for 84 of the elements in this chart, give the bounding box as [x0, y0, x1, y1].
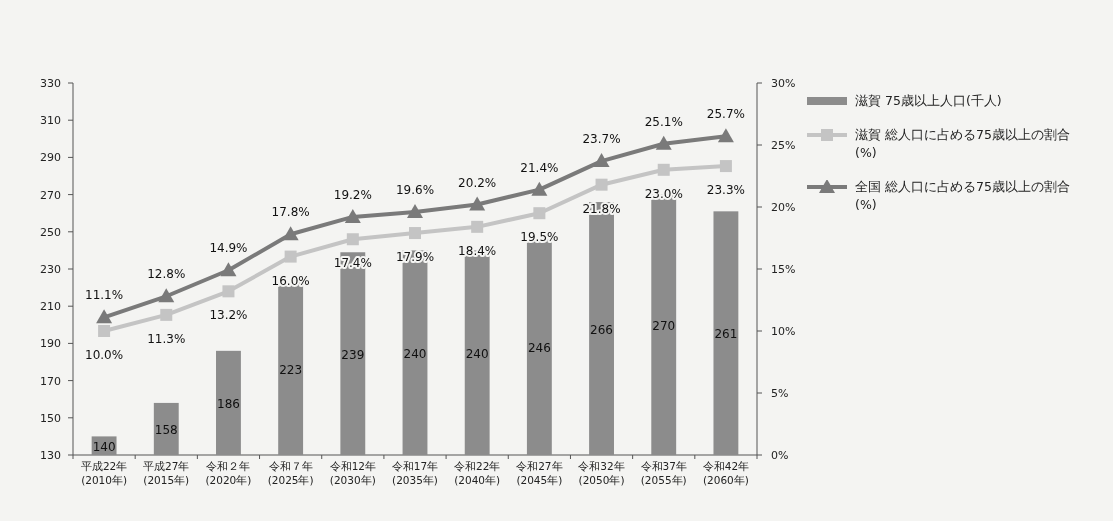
x-tick-label: 令和17年 (2035年) [391, 460, 439, 486]
point [657, 163, 670, 176]
point [344, 208, 361, 223]
y-tick-label: 130 [40, 449, 61, 462]
point [719, 160, 732, 173]
data-label: 23.3% [706, 183, 745, 198]
legend-label: 滋賀 75歳以上人口(千人) [855, 93, 1002, 108]
point [220, 262, 237, 277]
data-label: 20.2% [458, 175, 497, 190]
y2-tick-label: 30% [771, 77, 796, 90]
data-label: 186 [217, 396, 240, 411]
data-label: 239 [341, 347, 365, 362]
point [595, 178, 608, 191]
point [160, 308, 173, 321]
data-label: 21.4% [520, 160, 559, 175]
y-tick-label: 230 [40, 263, 61, 276]
x-tick-label: 令和27年 (2045年) [516, 460, 563, 486]
point [533, 207, 546, 220]
y-tick-label: 290 [40, 151, 61, 165]
data-label: 270 [652, 318, 676, 333]
x-tick-label: 令和７年 (2025年) [267, 460, 314, 486]
data-label: 11.1% [85, 288, 124, 303]
data-label: 223 [279, 362, 303, 377]
point [282, 226, 299, 241]
data-label: 13.2% [209, 308, 248, 323]
x-tick-label: 令和12年 (2030年) [329, 460, 377, 486]
data-label: 140 [92, 439, 116, 454]
y2-tick-label: 20% [771, 201, 796, 214]
data-label: 23.0% [644, 186, 683, 201]
point [471, 220, 484, 233]
data-label: 16.0% [271, 273, 310, 288]
data-label: 240 [403, 346, 427, 361]
y-tick-label: 330 [40, 77, 61, 90]
data-label: 17.8% [271, 205, 310, 220]
point [717, 128, 734, 143]
data-label: 246 [527, 341, 551, 356]
y-tick-label: 270 [40, 188, 61, 202]
data-label: 18.4% [458, 243, 497, 258]
y-tick-label: 250 [40, 225, 61, 239]
y-tick-label: 170 [40, 374, 61, 388]
y-tick-label: 150 [40, 411, 61, 425]
data-label: 158 [154, 422, 178, 437]
x-tick-label: 平成22年 (2010年) [80, 460, 128, 486]
x-tick-label: 令和32年 (2050年) [578, 460, 625, 486]
point [346, 233, 359, 246]
point [284, 250, 297, 263]
point [407, 203, 423, 218]
legend-label: 滋賀 総人口に占める75歳以上の割合(%) [855, 127, 1070, 160]
x-tick-label: 令和37年 (2055年) [640, 460, 687, 486]
data-label: 23.7% [582, 132, 621, 147]
x-tick-label: 令和２年 (2020年) [205, 460, 252, 486]
point [158, 288, 175, 303]
point [222, 285, 235, 298]
data-label: 240 [465, 346, 489, 361]
y2-tick-label: 10% [771, 325, 796, 338]
y-tick-label: 190 [40, 337, 61, 351]
point [409, 227, 421, 240]
y-tick-label: 210 [40, 300, 61, 314]
x-tick-label: 平成27年 (2015年) [143, 460, 190, 486]
data-label: 14.9% [209, 241, 248, 256]
data-label: 266 [590, 322, 613, 337]
point [469, 196, 486, 211]
data-label: 19.5% [520, 230, 559, 245]
x-tick-label: 令和42年 (2060年) [702, 460, 750, 486]
data-label: 12.8% [147, 267, 186, 282]
data-label: 11.3% [147, 331, 186, 346]
data-label: 19.6% [395, 182, 435, 197]
y2-tick-label: 5% [771, 387, 789, 400]
y2-tick-label: 0% [771, 449, 789, 462]
legend-label: 全国 総人口に占める75歳以上の割合(%) [855, 179, 1070, 212]
data-label: 19.2% [333, 187, 372, 202]
data-label: 10.0% [85, 348, 124, 362]
data-label: 25.1% [644, 114, 683, 129]
data-label: 25.7% [706, 107, 745, 122]
point [96, 309, 113, 324]
data-label: 261 [714, 327, 738, 342]
y-tick-label: 310 [40, 114, 61, 128]
y2-tick-label: 25% [771, 139, 796, 152]
x-tick-label: 令和22年 (2040年) [453, 460, 501, 486]
point [98, 325, 111, 337]
point [655, 135, 672, 150]
y2-tick-label: 15% [771, 263, 796, 276]
point [531, 181, 548, 196]
point [593, 153, 610, 168]
